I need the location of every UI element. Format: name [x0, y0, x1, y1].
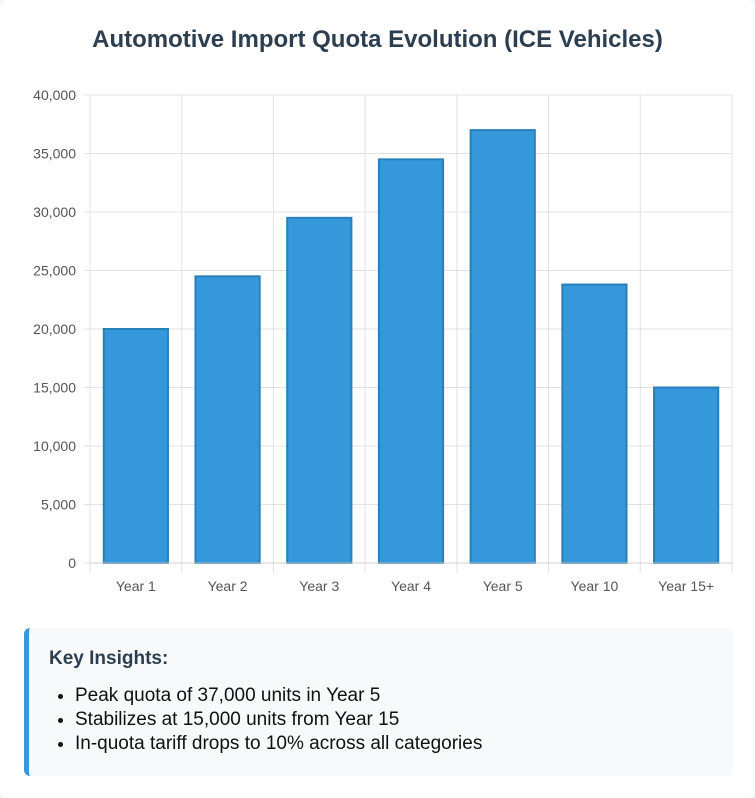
bar[interactable] — [377, 158, 445, 564]
key-insights-title: Key Insights: — [49, 648, 169, 669]
insight-item: Stabilizes at 15,000 units from Year 15 — [75, 708, 713, 732]
bar[interactable] — [194, 275, 261, 564]
bar[interactable] — [653, 386, 720, 564]
bar[interactable] — [561, 283, 628, 564]
y-tick-label: 30,000 — [33, 204, 76, 220]
y-tick-label: 5,000 — [41, 497, 76, 513]
bar[interactable] — [102, 328, 169, 564]
key-insights-list: Peak quota of 37,000 units in Year 5 Sta… — [49, 684, 713, 756]
x-tick-label: Year 2 — [208, 578, 248, 594]
bar[interactable] — [286, 216, 353, 564]
x-tick-label: Year 15+ — [658, 578, 714, 594]
bar[interactable] — [469, 129, 536, 564]
x-tick-label: Year 4 — [391, 578, 431, 594]
insight-item: In-quota tariff drops to 10% across all … — [75, 732, 713, 756]
y-tick-label: 10,000 — [33, 438, 76, 454]
x-tick-label: Year 3 — [299, 578, 339, 594]
key-insights-panel: Key Insights: Peak quota of 37,000 units… — [24, 628, 733, 776]
y-tick-label: 0 — [68, 555, 76, 571]
y-tick-label: 25,000 — [33, 263, 76, 279]
axes: 0 5,000 10,000 15,000 20,000 25,000 30,000 35,0… — [33, 87, 732, 594]
chart-title: Automotive Import Quota Evolution (ICE V… — [92, 26, 663, 53]
bar-chart: 0 5,000 10,000 15,000 20,000 25,000 30,000 35,0… — [33, 87, 733, 594]
y-tick-label: 15,000 — [33, 380, 76, 396]
x-tick-label: Year 5 — [483, 578, 523, 594]
y-tick-label: 35,000 — [33, 146, 76, 162]
bars — [102, 129, 720, 564]
y-tick-label: 20,000 — [33, 321, 76, 337]
insight-item: Peak quota of 37,000 units in Year 5 — [75, 684, 713, 708]
y-tick-label: 40,000 — [33, 87, 76, 103]
x-tick-label: Year 10 — [571, 578, 619, 594]
x-tick-label: Year 1 — [116, 578, 156, 594]
